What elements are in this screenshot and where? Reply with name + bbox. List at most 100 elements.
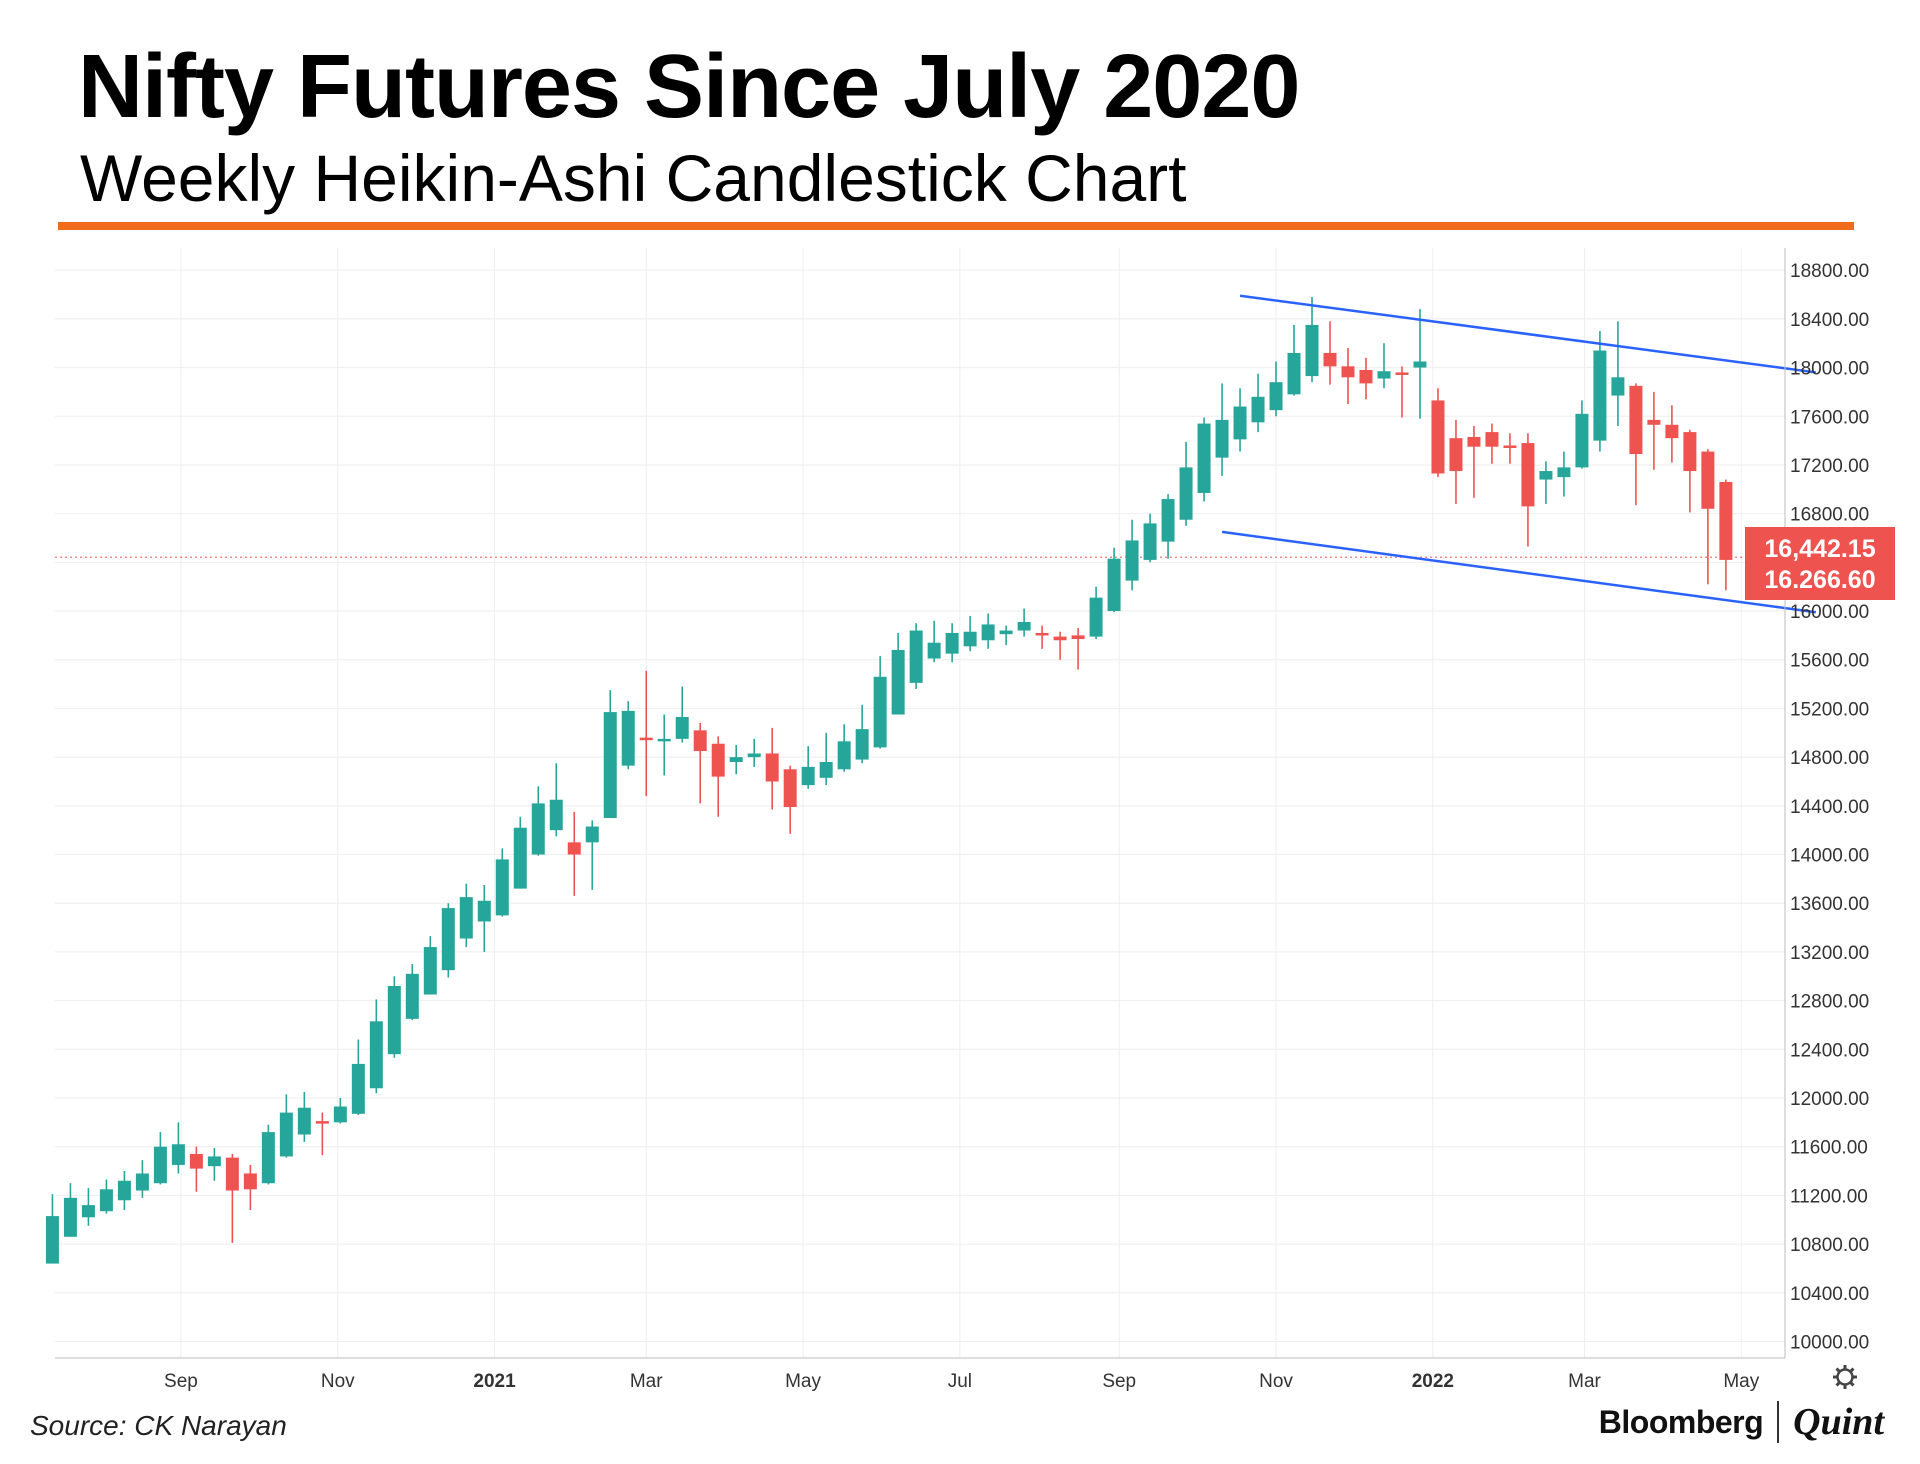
candle-down xyxy=(1071,628,1085,670)
candle-body xyxy=(1611,377,1625,396)
candle-body xyxy=(333,1106,347,1123)
chart-subtitle: Weekly Heikin-Ashi Candlestick Chart xyxy=(80,141,1187,215)
candle-body xyxy=(585,826,599,843)
y-tick-label: 11600.00 xyxy=(1790,1138,1868,1159)
candle-body xyxy=(747,753,761,758)
y-tick-label: 11200.00 xyxy=(1790,1186,1868,1207)
candle-down xyxy=(639,670,653,797)
candle-up xyxy=(855,704,869,764)
candle-body xyxy=(837,741,851,770)
candle-up xyxy=(927,620,941,663)
candle-body xyxy=(117,1180,131,1201)
candle-body xyxy=(1467,436,1481,447)
candle-body xyxy=(855,729,869,760)
candle-body xyxy=(1413,361,1427,368)
candle-up xyxy=(1107,547,1121,613)
candle-up xyxy=(1575,400,1589,469)
candle-up xyxy=(1251,373,1265,433)
price-tag-box xyxy=(1745,527,1895,600)
candle-down xyxy=(1035,625,1049,649)
y-tick-label: 17200.00 xyxy=(1790,456,1869,477)
candle-body xyxy=(531,803,545,855)
candle-down xyxy=(1701,449,1715,585)
candle-up xyxy=(801,746,815,789)
candle-down xyxy=(1323,321,1337,385)
gear-icon[interactable] xyxy=(1833,1365,1857,1389)
candle-up xyxy=(423,936,437,995)
candle-up xyxy=(405,964,419,1021)
candle-up xyxy=(387,976,401,1058)
candle-up xyxy=(99,1179,113,1214)
x-tick-label: May xyxy=(1723,1371,1759,1392)
candle-body xyxy=(81,1205,95,1218)
y-tick-label: 14400.00 xyxy=(1790,797,1869,818)
candle-body xyxy=(891,650,905,715)
candle-body xyxy=(1071,635,1085,640)
y-tick-label: 16800.00 xyxy=(1790,505,1869,526)
candle-body xyxy=(1593,350,1607,441)
y-tick-label: 10400.00 xyxy=(1790,1284,1869,1305)
candle-up xyxy=(657,714,671,776)
candle-up xyxy=(873,656,887,749)
candle-up xyxy=(909,623,923,689)
candle-body xyxy=(405,973,419,1019)
candle-up xyxy=(333,1098,347,1124)
x-tick-label: Nov xyxy=(1259,1371,1293,1392)
x-axis: Sep Nov 2021 Mar May Jul Sep Nov 2022 Mar May xyxy=(164,1371,1760,1392)
candle-body xyxy=(1377,371,1391,379)
candle-down xyxy=(1521,433,1535,547)
candle-up xyxy=(675,686,689,743)
candle-up xyxy=(747,738,761,767)
y-axis: 10000.00 10400.00 10800.00 11200.00 11600.00… xyxy=(55,248,1869,1359)
candle-down xyxy=(783,765,797,834)
y-tick-label: 15600.00 xyxy=(1790,651,1869,672)
brand-quint: Quint xyxy=(1793,1401,1884,1443)
candle-up xyxy=(729,744,743,775)
candle-up xyxy=(837,724,851,772)
candle-up xyxy=(459,883,473,948)
candle-body xyxy=(189,1154,203,1169)
candle-up xyxy=(585,820,599,890)
candle-body xyxy=(1053,636,1067,641)
candle-body xyxy=(99,1189,113,1212)
candle-body xyxy=(315,1121,329,1124)
candle-body xyxy=(135,1173,149,1191)
candle-body xyxy=(945,632,959,654)
candle-body xyxy=(243,1173,257,1190)
candle-body xyxy=(567,842,581,855)
channel-line xyxy=(1221,530,1817,614)
candle-body xyxy=(45,1216,59,1264)
candle-body xyxy=(1125,540,1139,581)
candle-up xyxy=(1557,451,1571,497)
x-tick-label: Sep xyxy=(1102,1371,1136,1392)
candle-down xyxy=(1341,348,1355,405)
candle-up xyxy=(45,1194,59,1264)
candle-up xyxy=(1233,388,1247,452)
candle-body xyxy=(765,753,779,782)
y-tick-label: 13600.00 xyxy=(1790,894,1869,915)
y-tick-label: 14000.00 xyxy=(1790,846,1869,867)
candle-body xyxy=(1665,424,1679,439)
candle-up xyxy=(945,623,959,663)
candle-up xyxy=(621,701,635,770)
candle-up xyxy=(135,1160,149,1198)
candle-body xyxy=(459,897,473,939)
y-tick-label: 18400.00 xyxy=(1790,310,1869,331)
candle-body xyxy=(963,631,977,647)
candle-body xyxy=(1521,443,1535,507)
candle-down xyxy=(1485,423,1499,464)
x-tick-label: 2022 xyxy=(1412,1371,1454,1392)
candle-body xyxy=(369,1021,383,1089)
candle-body xyxy=(909,630,923,683)
candle-body xyxy=(513,827,527,889)
candle-down xyxy=(1449,419,1463,504)
candle-body xyxy=(549,799,563,831)
candle-body xyxy=(1215,419,1229,458)
candle-up xyxy=(153,1132,167,1185)
candle-body xyxy=(1287,352,1301,395)
candle-body xyxy=(63,1197,77,1237)
brand-divider xyxy=(1777,1401,1780,1443)
candle-body xyxy=(477,900,491,922)
candle-up xyxy=(1269,361,1283,417)
